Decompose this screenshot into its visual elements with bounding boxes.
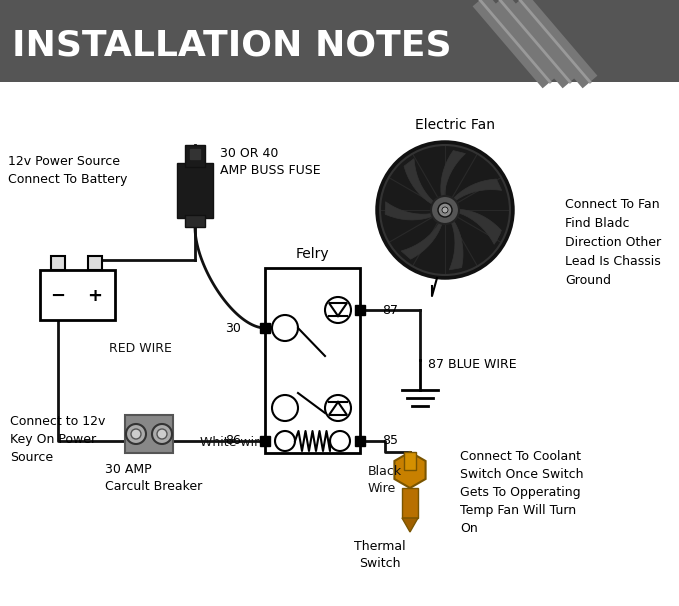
Circle shape [442, 207, 448, 213]
Text: Electric Fan: Electric Fan [415, 118, 495, 132]
Circle shape [431, 196, 459, 224]
Text: 87 BLUE WIRE: 87 BLUE WIRE [428, 358, 517, 370]
Polygon shape [459, 210, 500, 244]
Bar [125, 415, 173, 453]
Bar [177, 163, 213, 218]
Polygon shape [453, 179, 502, 201]
Text: Thermal
Switch: Thermal Switch [354, 540, 406, 570]
Circle shape [380, 145, 510, 275]
Bar [0, 82, 679, 606]
Text: 85: 85 [382, 435, 398, 447]
Circle shape [325, 395, 351, 421]
Text: 87: 87 [382, 304, 398, 316]
Circle shape [157, 429, 167, 439]
Circle shape [377, 142, 513, 278]
Bar [51, 256, 65, 270]
Polygon shape [385, 202, 433, 220]
Bar [40, 270, 115, 320]
Circle shape [325, 297, 351, 323]
Circle shape [272, 395, 298, 421]
Text: Connect To Fan
Find Bladc
Direction Other
Lead Is Chassis
Ground: Connect To Fan Find Bladc Direction Othe… [565, 198, 661, 287]
Text: 12v Power Source
Connect To Battery: 12v Power Source Connect To Battery [8, 155, 128, 186]
Polygon shape [402, 518, 418, 532]
Text: White wire: White wire [200, 436, 267, 450]
Text: INSTALLATION NOTES: INSTALLATION NOTES [12, 29, 452, 63]
Polygon shape [441, 150, 465, 196]
Text: Felry: Felry [295, 247, 329, 261]
Circle shape [152, 424, 172, 444]
Polygon shape [394, 452, 426, 488]
Text: 30 AMP
Carcult Breaker: 30 AMP Carcult Breaker [105, 463, 202, 493]
Bar [185, 215, 205, 227]
Text: +: + [88, 287, 103, 305]
Text: Connect to 12v
Key On Power
Source: Connect to 12v Key On Power Source [10, 415, 105, 464]
Bar [355, 305, 365, 315]
Text: Black
Wire: Black Wire [368, 465, 402, 495]
Circle shape [272, 315, 298, 341]
Bar [0, 0, 679, 82]
Text: RED WIRE: RED WIRE [109, 342, 171, 355]
Bar [185, 145, 205, 167]
Circle shape [330, 431, 350, 451]
Text: 30: 30 [225, 322, 241, 335]
Circle shape [131, 429, 141, 439]
Circle shape [126, 424, 146, 444]
Polygon shape [459, 209, 501, 242]
Bar [355, 436, 365, 446]
Bar [265, 268, 360, 453]
Bar [404, 452, 416, 470]
Bar [88, 256, 102, 270]
Polygon shape [449, 221, 463, 270]
Bar [402, 488, 418, 518]
Polygon shape [329, 303, 347, 316]
Polygon shape [401, 223, 442, 259]
Text: Connect To Coolant
Switch Once Switch
Gets To Opperating
Temp Fan Will Turn
On: Connect To Coolant Switch Once Switch Ge… [460, 450, 583, 535]
Bar [260, 323, 270, 333]
Text: −: − [50, 287, 66, 305]
Polygon shape [404, 159, 434, 204]
Bar [190, 149, 200, 159]
Text: 30 OR 40
AMP BUSS FUSE: 30 OR 40 AMP BUSS FUSE [220, 147, 320, 177]
Circle shape [438, 203, 452, 217]
Text: 86: 86 [225, 435, 241, 447]
Bar [260, 436, 270, 446]
Circle shape [275, 431, 295, 451]
Polygon shape [329, 402, 347, 415]
